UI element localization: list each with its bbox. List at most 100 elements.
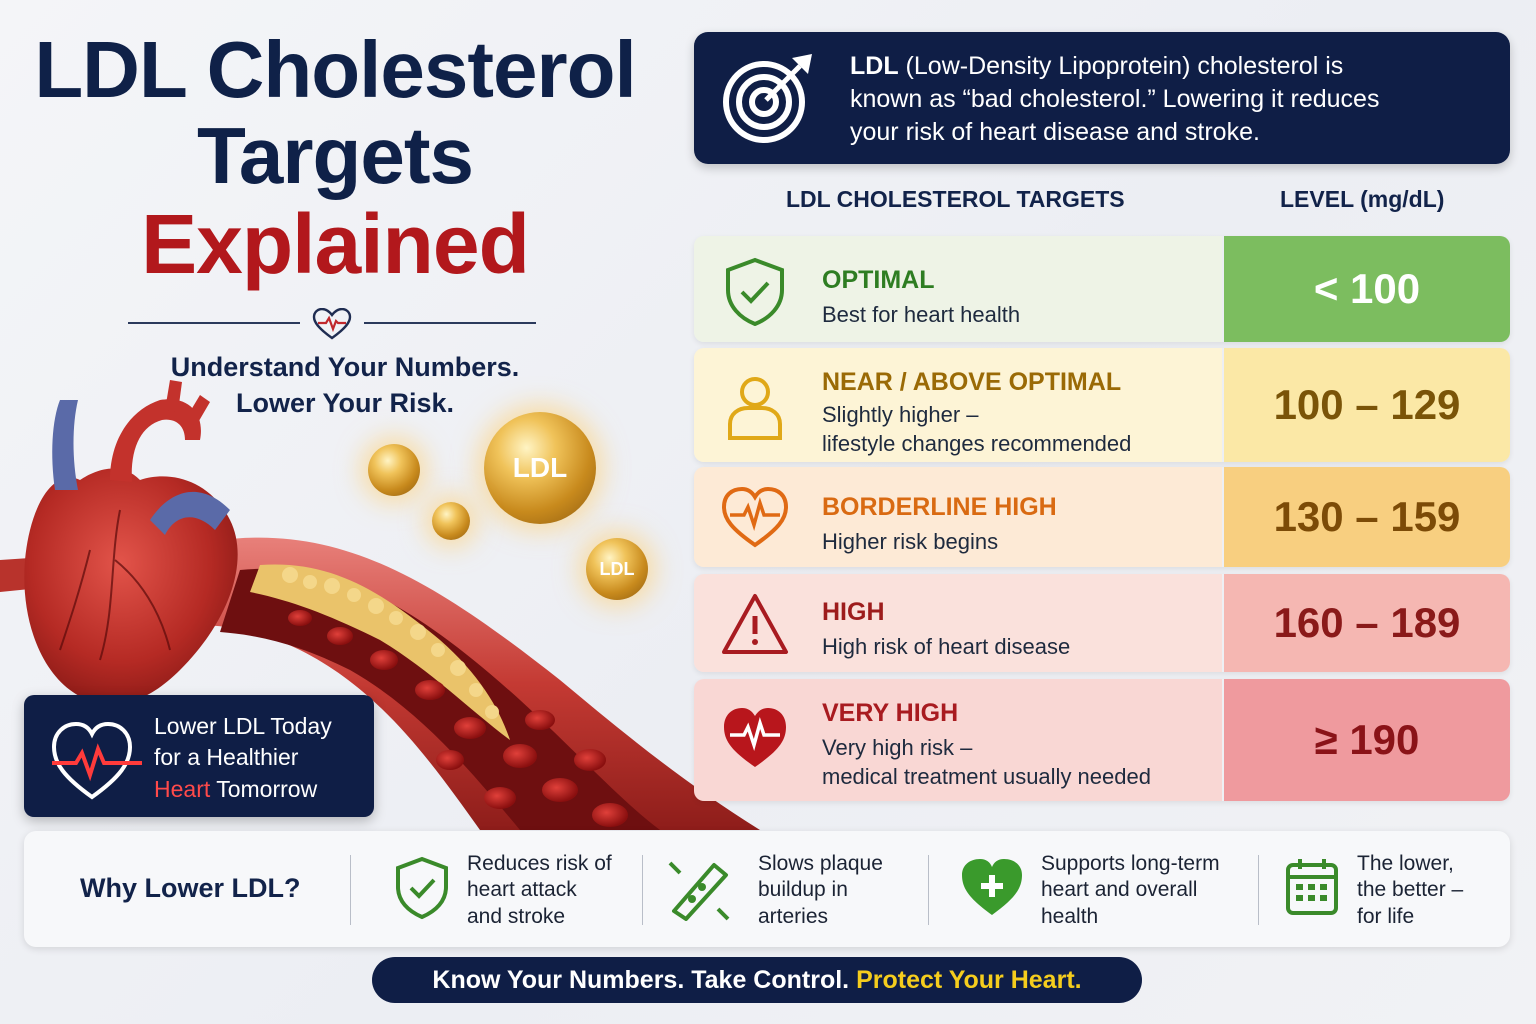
- row-desc-line-2: medical treatment usually needed: [822, 764, 1151, 790]
- table-header-level: LEVEL (mg/dL): [1280, 186, 1445, 212]
- title-line-2: Targets: [196, 111, 474, 200]
- benefit-line-2: buildup in: [758, 878, 848, 902]
- person-icon: [728, 377, 782, 440]
- row-desc-line-1: Best for heart health: [822, 302, 1021, 327]
- target-row-optimal: OPTIMAL Best for heart health < 100: [694, 236, 1510, 342]
- row-label-cell: BORDERLINE HIGH Higher risk begins: [694, 467, 1222, 567]
- tagline-line-2: for a Healthier: [154, 744, 299, 771]
- heart-filled-icon: [724, 708, 786, 767]
- divider: [928, 855, 929, 925]
- row-title: OPTIMAL: [822, 266, 935, 294]
- info-line-3: your risk of heart disease and stroke.: [850, 117, 1260, 146]
- target-row-borderline-high: BORDERLINE HIGH Higher risk begins 130 –…: [694, 467, 1510, 567]
- calendar-icon: [1286, 859, 1338, 915]
- row-description: Higher risk begins: [822, 527, 998, 556]
- info-ldl-bold: LDL: [850, 52, 899, 80]
- subtitle: Understand Your Numbers. Lower Your Risk…: [140, 350, 550, 421]
- benefit-text: Reduces risk of heart attack and stroke: [467, 851, 612, 930]
- info-line-1-rest: (Low-Density Lipoprotein) cholesterol is: [898, 52, 1344, 80]
- benefit-line-3: for life: [1357, 904, 1415, 928]
- tagline-card: Lower LDL Today for a Healthier Heart To…: [24, 695, 374, 817]
- row-level: < 100: [1224, 236, 1510, 342]
- tagline-heart-word: Heart: [154, 775, 211, 802]
- row-title: NEAR / ABOVE OPTIMAL: [822, 368, 1122, 396]
- tagline-line-1: Lower LDL Today: [154, 713, 332, 739]
- title-line-3: Explained: [141, 197, 530, 291]
- ldl-particle: [432, 502, 470, 540]
- shield-check-icon: [726, 257, 784, 326]
- target-row-very-high: VERY HIGH Very high risk – medical treat…: [694, 679, 1510, 801]
- row-description: High risk of heart disease: [822, 632, 1070, 661]
- row-level: 100 – 129: [1224, 348, 1510, 462]
- row-title: VERY HIGH: [822, 699, 959, 727]
- row-label-cell: HIGH High risk of heart disease: [694, 574, 1222, 672]
- title-line-1: LDL Cholesterol: [34, 25, 636, 114]
- divider: [350, 855, 351, 925]
- row-level: 130 – 159: [1224, 467, 1510, 567]
- title-divider: [128, 308, 536, 340]
- row-desc-line-1: Slightly higher –: [822, 402, 979, 427]
- row-description: Slightly higher – lifestyle changes reco…: [822, 400, 1131, 459]
- benefit-line-1: Supports long-term: [1041, 852, 1220, 875]
- row-level: ≥ 190: [1224, 679, 1510, 801]
- row-desc-line-1: Very high risk –: [822, 735, 973, 760]
- row-title: BORDERLINE HIGH: [822, 493, 1057, 521]
- row-description: Very high risk – medical treatment usual…: [822, 733, 1151, 792]
- ldl-info-text: LDL (Low-Density Lipoprotein) cholestero…: [850, 50, 1470, 148]
- benefit-line-3: and stroke: [467, 904, 566, 928]
- row-desc-line-1: Higher risk begins: [822, 529, 999, 554]
- benefit-line-1: The lower,: [1357, 852, 1454, 875]
- info-line-2: known as “bad cholesterol.” Lowering it …: [850, 84, 1380, 113]
- benefit-line-2: heart attack: [467, 878, 577, 902]
- row-label-cell: OPTIMAL Best for heart health: [694, 236, 1222, 342]
- ldl-particle: [368, 444, 420, 496]
- heart-pulse-icon: [52, 721, 142, 800]
- benefit-text: Slows plaque buildup in arteries: [758, 851, 883, 930]
- heart-plus-icon: [962, 859, 1022, 915]
- row-level: 160 – 189: [1224, 574, 1510, 672]
- tagline-text: Lower LDL Today for a Healthier Heart To…: [154, 711, 332, 805]
- benefit-line-1: Reduces risk of: [467, 852, 612, 875]
- heart-pulse-icon: [721, 486, 789, 548]
- blood-cells: [288, 610, 628, 827]
- divider-line-left: [128, 322, 300, 324]
- heart-artery-illustration: [0, 380, 760, 830]
- target-icon: [723, 54, 812, 143]
- tagline-line-3: Heart Tomorrow: [154, 774, 332, 805]
- ldl-bubble-large: LDL: [484, 412, 596, 524]
- tagline-line-3-rest: Tomorrow: [210, 775, 318, 802]
- subtitle-line-2: Lower Your Risk.: [235, 387, 455, 418]
- target-row-near-optimal: NEAR / ABOVE OPTIMAL Slightly higher – l…: [694, 348, 1510, 462]
- bottom-banner: Know Your Numbers. Take Control. Protect…: [372, 957, 1142, 1003]
- plaque-deposits: [282, 567, 499, 719]
- banner-text: Know Your Numbers. Take Control.: [432, 966, 857, 994]
- divider-line-right: [364, 322, 536, 324]
- row-label-cell: VERY HIGH Very high risk – medical treat…: [694, 679, 1222, 801]
- info-line-1: LDL (Low-Density Lipoprotein) cholestero…: [850, 50, 1470, 83]
- banner-highlight: Protect Your Heart.: [856, 966, 1082, 994]
- benefits-heading: Why Lower LDL?: [80, 873, 301, 903]
- target-row-high: HIGH High risk of heart disease 160 – 18…: [694, 574, 1510, 672]
- row-desc-line-2: lifestyle changes recommended: [822, 431, 1132, 457]
- row-label-cell: NEAR / ABOVE OPTIMAL Slightly higher – l…: [694, 348, 1222, 462]
- warning-icon: [722, 594, 788, 654]
- benefit-line-3: arteries: [758, 904, 829, 928]
- benefits-bar: Why Lower LDL? Reduces risk of heart att…: [24, 831, 1510, 947]
- artery-icon: [668, 861, 730, 921]
- benefit-line-1: Slows plaque: [758, 852, 883, 875]
- page-title: LDL Cholesterol Targets Explained: [20, 25, 650, 291]
- table-header-category: LDL CHOLESTEROL TARGETS: [786, 186, 1125, 212]
- benefit-text: Supports long-term heart and overall hea…: [1041, 851, 1220, 930]
- subtitle-line-1: Understand Your Numbers.: [170, 352, 520, 382]
- ldl-info-box: LDL (Low-Density Lipoprotein) cholestero…: [694, 32, 1510, 164]
- divider: [642, 855, 643, 925]
- heart-pulse-icon: [312, 308, 352, 340]
- benefit-text: The lower, the better – for life: [1357, 851, 1463, 930]
- ldl-bubble-small: LDL: [586, 538, 648, 600]
- row-title: HIGH: [822, 598, 885, 626]
- shield-check-icon: [396, 856, 448, 920]
- row-desc-line-1: High risk of heart disease: [822, 634, 1071, 659]
- benefit-line-3: health: [1041, 904, 1099, 928]
- divider: [1258, 855, 1259, 925]
- row-description: Best for heart health: [822, 300, 1020, 329]
